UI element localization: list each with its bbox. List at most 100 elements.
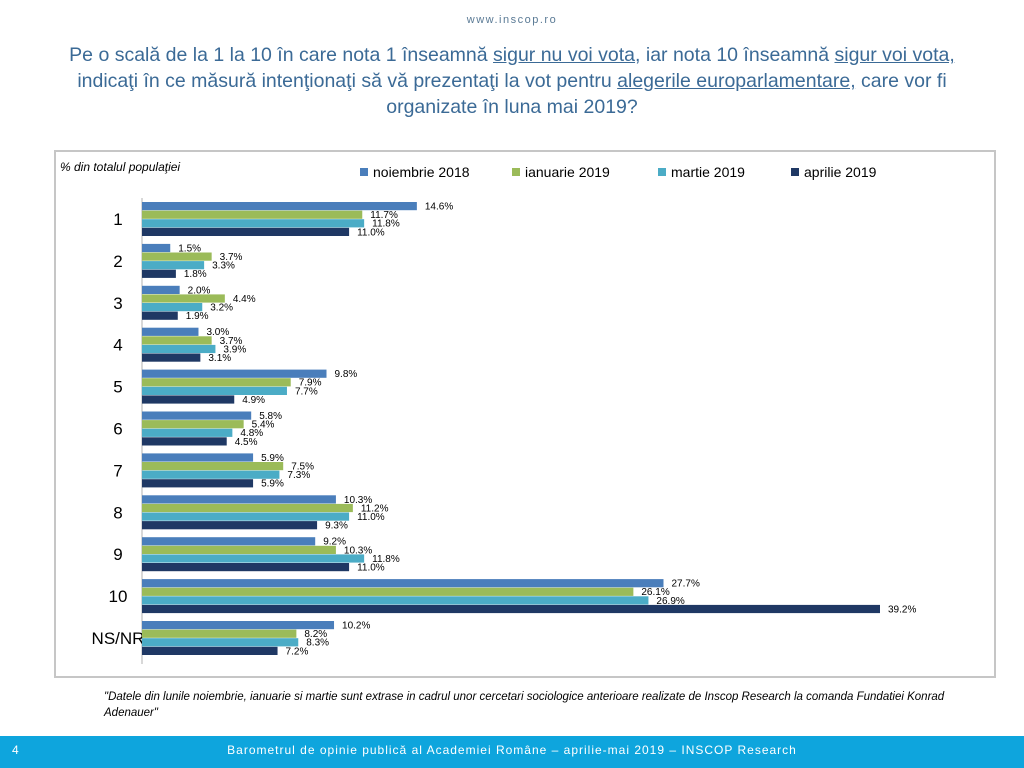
data-label: 27.7%: [671, 579, 699, 590]
data-label: 11.0%: [357, 512, 385, 523]
data-label: 1.9%: [186, 311, 209, 322]
bar: [142, 303, 203, 312]
question-part: , iar nota 10 înseamnă: [635, 44, 835, 66]
category-label: 2: [113, 252, 122, 271]
bar: [142, 579, 664, 588]
data-label: 7.3%: [287, 470, 310, 481]
data-label: 39.2%: [888, 604, 916, 615]
bar: [142, 629, 297, 638]
data-label: 11.8%: [372, 554, 400, 565]
data-label: 3.2%: [210, 303, 233, 314]
data-label: 9.8%: [335, 369, 358, 380]
bar: [142, 336, 212, 345]
legend-label: martie 2019: [671, 164, 745, 180]
bar: [142, 428, 233, 437]
data-label: 11.8%: [372, 219, 400, 230]
survey-question: Pe o scală de la 1 la 10 în care nota 1 …: [40, 42, 984, 120]
question-part: indicaţi în ce măsură intenţionaţi să vă…: [77, 70, 618, 92]
bar: [142, 495, 336, 504]
data-label: 8.2%: [304, 629, 327, 640]
bar: [142, 395, 235, 404]
bar: [142, 378, 291, 387]
footer-text: Barometrul de opinie publică al Academie…: [227, 743, 797, 757]
bar: [142, 420, 244, 429]
category-label: 1: [113, 210, 122, 229]
data-label: 5.4%: [252, 420, 275, 431]
legend-label: noiembrie 2018: [373, 164, 470, 180]
question-part: sigur voi vota,: [834, 44, 955, 66]
data-label: 3.9%: [223, 344, 246, 355]
bar: [142, 369, 327, 378]
data-label: 3.0%: [206, 327, 229, 338]
data-label: 3.1%: [208, 353, 231, 364]
page-number: 4: [12, 743, 19, 757]
data-label: 2.0%: [188, 285, 211, 296]
data-label: 14.6%: [425, 202, 453, 213]
data-label: 5.9%: [261, 453, 284, 464]
data-label: 1.8%: [184, 269, 207, 280]
data-label: 4.5%: [235, 437, 258, 448]
bar: [142, 353, 201, 362]
bar: [142, 563, 350, 572]
bar: [142, 227, 350, 236]
category-label: 4: [113, 336, 122, 355]
bar: [142, 311, 178, 320]
bar: [142, 646, 278, 655]
bar: [142, 554, 365, 563]
data-label: 11.2%: [361, 503, 389, 514]
bar: [142, 294, 225, 303]
bar: [142, 210, 363, 219]
bar: [142, 621, 335, 630]
bar: [142, 587, 634, 596]
bar: [142, 479, 254, 488]
bar: [142, 512, 350, 521]
chart-unit-note: % din totalul populaţiei: [60, 160, 181, 174]
question-part: Pe o scală de la 1 la 10 în care nota 1 …: [69, 44, 494, 66]
data-label: 7.5%: [291, 462, 314, 473]
category-label: NS/NR: [92, 629, 145, 648]
data-label: 7.2%: [286, 646, 309, 657]
data-label: 11.0%: [357, 563, 385, 574]
category-label: 7: [113, 461, 122, 480]
bar: [142, 243, 171, 253]
footer-bar: 4 Barometrul de opinie publică al Academ…: [0, 736, 1024, 768]
bar: [142, 269, 176, 278]
data-label: 11.0%: [357, 227, 385, 238]
bar: [142, 453, 254, 462]
data-label: 26.9%: [656, 596, 684, 607]
bar: [142, 285, 180, 294]
legend-item: aprilie 2019: [791, 164, 876, 180]
bar: [142, 202, 417, 211]
category-label: 5: [113, 378, 122, 397]
bar: [142, 327, 199, 336]
legend-item: ianuarie 2019: [512, 164, 610, 180]
data-label: 3.7%: [220, 252, 243, 263]
data-label: 9.3%: [325, 521, 348, 532]
bar: [142, 386, 287, 395]
bar: [142, 537, 316, 546]
question-part: alegerile europarlamentare,: [617, 70, 856, 92]
data-label: 11.7%: [370, 210, 398, 221]
bar: [142, 261, 205, 270]
category-label: 9: [113, 545, 122, 564]
bar: [142, 596, 649, 605]
category-label: 10: [109, 587, 128, 606]
bar: [142, 545, 336, 554]
bar: [142, 252, 212, 261]
bar: [142, 344, 216, 354]
bar: [142, 470, 280, 479]
data-label: 10.2%: [342, 621, 370, 632]
data-label: 26.1%: [641, 587, 669, 598]
data-label: 7.7%: [295, 386, 318, 397]
bar: [142, 462, 284, 471]
bar: [142, 521, 318, 530]
bar: [142, 411, 252, 420]
question-part: care vor fi organizate în luna mai 2019?: [386, 70, 947, 118]
legend-label: aprilie 2019: [804, 164, 877, 180]
data-label: 4.8%: [240, 428, 263, 439]
data-label: 4.4%: [233, 294, 256, 305]
site-url: www.inscop.ro: [466, 14, 558, 26]
legend-item: martie 2019: [658, 164, 745, 180]
legend-swatch: [360, 168, 368, 176]
legend-swatch: [658, 168, 666, 176]
